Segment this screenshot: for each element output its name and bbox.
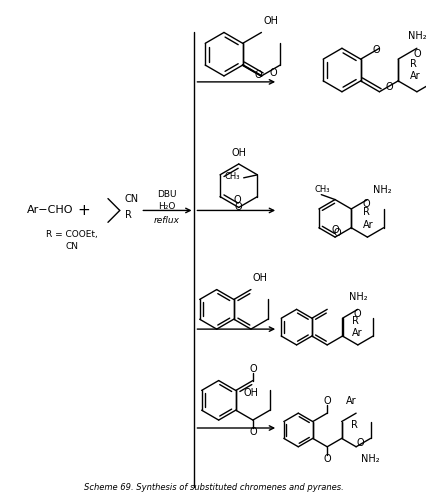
Text: O: O: [269, 68, 276, 78]
Text: O: O: [372, 45, 380, 54]
Text: Ar: Ar: [409, 71, 420, 81]
Text: OH: OH: [243, 388, 258, 398]
Text: O: O: [330, 226, 338, 235]
Text: CH₃: CH₃: [224, 172, 239, 182]
Text: Ar: Ar: [345, 396, 356, 406]
Text: NH₂: NH₂: [348, 292, 366, 302]
Text: O: O: [362, 200, 370, 209]
Text: R: R: [409, 59, 416, 69]
Text: Scheme 69. Synthesis of substituted chromenes and pyranes.: Scheme 69. Synthesis of substituted chro…: [84, 483, 343, 492]
Text: NH₂: NH₂: [360, 454, 379, 464]
Text: CN: CN: [124, 194, 138, 203]
Text: NH₂: NH₂: [407, 32, 425, 42]
Text: R: R: [124, 210, 131, 220]
Text: R = COOEt,: R = COOEt,: [46, 230, 97, 238]
Text: R: R: [350, 420, 357, 430]
Text: Ar: Ar: [362, 220, 373, 230]
Text: O: O: [249, 364, 256, 374]
Text: H₂O: H₂O: [158, 202, 175, 211]
Text: R: R: [351, 316, 358, 326]
Text: O: O: [233, 195, 240, 205]
Text: O: O: [413, 48, 421, 58]
Text: O: O: [322, 454, 330, 464]
Text: +: +: [77, 203, 89, 218]
Text: O: O: [322, 396, 330, 406]
Text: R: R: [362, 207, 369, 217]
Text: OH: OH: [252, 272, 267, 282]
Text: O: O: [249, 427, 256, 437]
Text: O: O: [353, 309, 361, 319]
Text: NH₂: NH₂: [372, 184, 391, 194]
Text: O: O: [253, 70, 261, 81]
Text: reflux: reflux: [154, 216, 180, 225]
Text: O: O: [234, 202, 242, 212]
Text: DBU: DBU: [157, 190, 176, 199]
Text: O: O: [384, 82, 392, 92]
Text: OH: OH: [263, 16, 278, 26]
Text: CH₃: CH₃: [314, 185, 329, 194]
Text: Ar: Ar: [351, 328, 362, 338]
Text: Ar−CHO: Ar−CHO: [27, 206, 74, 216]
Text: CN: CN: [65, 242, 78, 250]
Text: OH: OH: [230, 148, 246, 158]
Text: O: O: [333, 228, 341, 237]
Text: O: O: [356, 438, 363, 448]
